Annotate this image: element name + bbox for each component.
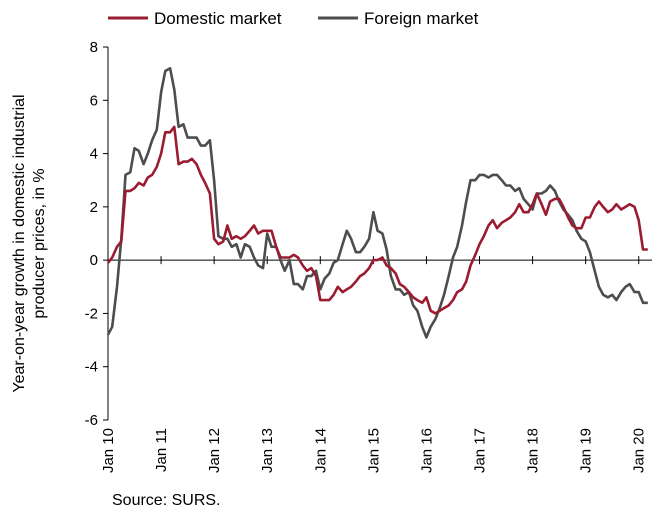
y-tick-label: 0	[90, 252, 98, 269]
x-tick-label: Jan 10	[100, 428, 117, 473]
y-tick-label: 6	[90, 92, 98, 109]
x-tick-label: Jan 20	[631, 428, 648, 473]
y-axis-label-line: Year-on-year growth in domestic industri…	[11, 94, 28, 392]
x-tick-label: Jan 18	[525, 428, 542, 473]
x-tick-label: Jan 17	[472, 428, 489, 473]
x-axis: Jan 10 Jan 11 Jan 12 Jan 13 Jan 14 Jan 15 Jan …	[100, 256, 652, 473]
legend: Domestic market Foreign market	[108, 9, 479, 28]
y-axis: -6 -4 -2 0 2 4 6 8	[85, 39, 109, 429]
y-tick-label: -2	[85, 305, 98, 322]
y-tick-label: 4	[90, 146, 98, 163]
x-tick-label: Jan 13	[259, 428, 276, 473]
x-tick-label: Jan 14	[312, 428, 329, 473]
series-line-0	[106, 125, 648, 315]
y-tick-label: 8	[90, 39, 98, 56]
y-axis-label: Year-on-year growth in domestic industri…	[11, 94, 48, 392]
series-line-1	[106, 67, 648, 339]
source-note: Source: SURS.	[112, 492, 221, 509]
y-tick-label: -4	[85, 359, 98, 376]
x-tick-label: Jan 11	[153, 428, 170, 472]
x-tick-label: Jan 16	[418, 428, 435, 473]
x-tick-label: Jan 15	[365, 428, 382, 473]
x-tick-label: Jan 12	[206, 428, 223, 473]
legend-label: Foreign market	[364, 9, 479, 28]
y-tick-label: -6	[85, 412, 98, 429]
y-tick-label: 2	[90, 199, 98, 216]
plot-area	[106, 67, 648, 339]
y-axis-label-line: producer prices, in %	[31, 168, 48, 318]
legend-label: Domestic market	[154, 9, 282, 28]
x-tick-label: Jan 19	[578, 428, 595, 473]
